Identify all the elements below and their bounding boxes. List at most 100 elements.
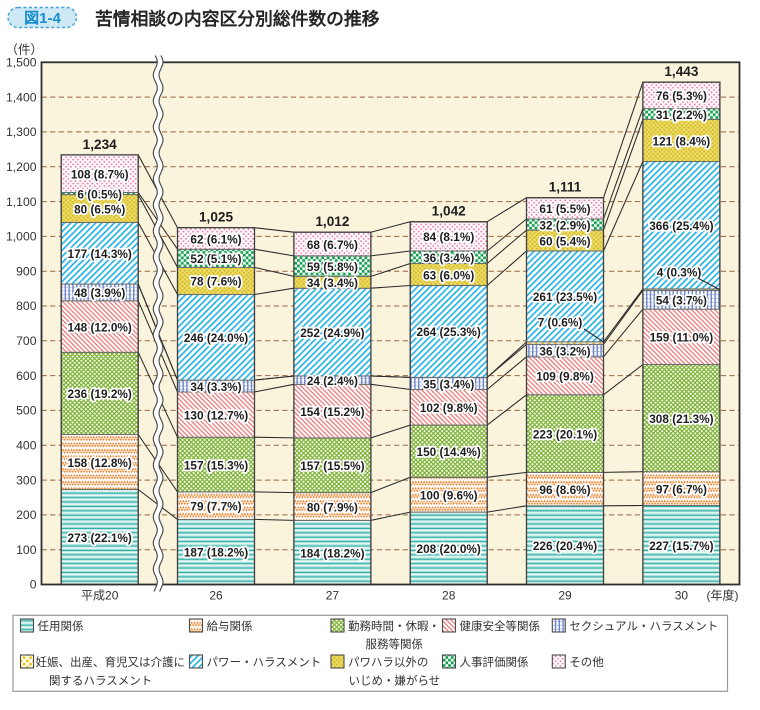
svg-text:任用関係: 任用関係: [38, 620, 84, 633]
svg-text:52 (5.1%): 52 (5.1%): [190, 252, 241, 266]
svg-text:36 (3.2%): 36 (3.2%): [539, 344, 590, 358]
svg-text:80 (6.5%): 80 (6.5%): [74, 202, 125, 216]
svg-text:400: 400: [16, 438, 37, 452]
svg-text:154 (15.2%): 154 (15.2%): [300, 405, 364, 419]
svg-text:6 (0.5%): 6 (0.5%): [77, 187, 122, 201]
svg-text:62 (6.1%): 62 (6.1%): [190, 232, 241, 246]
svg-text:31 (2.2%): 31 (2.2%): [656, 108, 707, 122]
svg-text:24 (2.4%): 24 (2.4%): [307, 374, 358, 388]
svg-text:80 (7.9%): 80 (7.9%): [307, 500, 358, 514]
svg-text:1,111: 1,111: [549, 180, 582, 195]
svg-text:78 (7.6%): 78 (7.6%): [190, 275, 241, 289]
svg-text:30: 30: [675, 589, 689, 603]
svg-text:200: 200: [16, 508, 37, 522]
svg-text:34 (3.4%): 34 (3.4%): [307, 276, 358, 290]
svg-text:223 (20.1%): 223 (20.1%): [533, 427, 597, 441]
svg-text:1,012: 1,012: [315, 214, 349, 229]
svg-text:84 (8.1%): 84 (8.1%): [423, 230, 474, 244]
svg-text:1,443: 1,443: [664, 64, 698, 79]
svg-text:1,400: 1,400: [6, 90, 37, 104]
svg-text:600: 600: [16, 369, 37, 383]
svg-text:34 (3.3%): 34 (3.3%): [190, 380, 241, 394]
svg-text:54 (3.7%): 54 (3.7%): [656, 294, 707, 308]
svg-text:96 (8.6%): 96 (8.6%): [539, 483, 590, 497]
svg-text:1,000: 1,000: [6, 230, 37, 244]
svg-text:4 (0.3%): 4 (0.3%): [657, 266, 702, 280]
svg-text:平成20: 平成20: [81, 589, 119, 603]
svg-text:79 (7.7%): 79 (7.7%): [190, 499, 241, 513]
svg-text:157 (15.5%): 157 (15.5%): [300, 459, 364, 473]
svg-text:100: 100: [16, 543, 37, 557]
svg-text:給与関係: 給与関係: [207, 619, 253, 633]
svg-text:勤務時間・休暇・: 勤務時間・休暇・: [348, 619, 440, 633]
svg-text:63 (6.0%): 63 (6.0%): [423, 268, 474, 282]
svg-text:その他: その他: [569, 656, 604, 669]
svg-text:246 (24.0%): 246 (24.0%): [184, 331, 248, 345]
svg-text:264 (25.3%): 264 (25.3%): [417, 325, 481, 339]
svg-text:150 (14.4%): 150 (14.4%): [417, 445, 481, 459]
svg-text:26: 26: [209, 589, 223, 603]
svg-text:1,300: 1,300: [6, 125, 37, 139]
svg-text:148 (12.0%): 148 (12.0%): [68, 320, 132, 334]
svg-text:158 (12.8%): 158 (12.8%): [68, 456, 132, 470]
svg-text:300: 300: [16, 473, 37, 487]
svg-text:29: 29: [558, 589, 572, 603]
svg-text:(年度): (年度): [707, 588, 739, 603]
svg-text:1,500: 1,500: [6, 56, 37, 70]
svg-text:関するハラスメント: 関するハラスメント: [49, 675, 152, 688]
svg-text:健康安全等関係: 健康安全等関係: [460, 619, 541, 633]
svg-text:1,100: 1,100: [6, 195, 37, 209]
svg-text:366 (25.4%): 366 (25.4%): [649, 219, 713, 233]
svg-text:184 (18.2%): 184 (18.2%): [300, 546, 364, 560]
svg-text:7 (0.6%): 7 (0.6%): [538, 316, 583, 330]
svg-text:700: 700: [16, 334, 37, 348]
svg-text:59 (5.8%): 59 (5.8%): [307, 260, 358, 274]
svg-text:服務等関係: 服務等関係: [366, 637, 424, 651]
svg-text:61 (5.5%): 61 (5.5%): [539, 202, 590, 216]
svg-text:500: 500: [16, 404, 37, 418]
svg-text:236 (19.2%): 236 (19.2%): [68, 387, 132, 401]
svg-text:32 (2.9%): 32 (2.9%): [539, 218, 590, 232]
svg-text:252 (24.9%): 252 (24.9%): [300, 326, 364, 340]
svg-text:76 (5.3%): 76 (5.3%): [656, 89, 707, 103]
svg-text:208 (20.0%): 208 (20.0%): [417, 542, 481, 556]
svg-text:28: 28: [442, 589, 456, 603]
svg-text:177 (14.3%): 177 (14.3%): [68, 247, 132, 261]
svg-text:308 (21.3%): 308 (21.3%): [649, 412, 713, 426]
svg-text:108 (8.7%): 108 (8.7%): [71, 168, 129, 182]
svg-text:1,025: 1,025: [199, 210, 233, 225]
svg-text:1,234: 1,234: [83, 137, 117, 152]
svg-text:187 (18.2%): 187 (18.2%): [184, 546, 248, 560]
svg-text:130 (12.7%): 130 (12.7%): [184, 408, 248, 422]
svg-text:セクシュアル・ハラスメント: セクシュアル・ハラスメント: [569, 620, 718, 633]
svg-text:いじめ・嫌がらせ: いじめ・嫌がらせ: [349, 674, 441, 688]
svg-text:図1-4: 図1-4: [24, 10, 61, 27]
svg-text:100 (9.6%): 100 (9.6%): [420, 489, 478, 503]
svg-text:226 (20.4%): 226 (20.4%): [533, 539, 597, 553]
svg-text:157 (15.3%): 157 (15.3%): [184, 458, 248, 472]
svg-text:102 (9.8%): 102 (9.8%): [420, 401, 478, 415]
svg-text:261 (23.5%): 261 (23.5%): [533, 290, 597, 304]
svg-text:900: 900: [16, 264, 37, 278]
svg-text:苦情相談の内容区分別総件数の推移: 苦情相談の内容区分別総件数の推移: [95, 8, 380, 29]
svg-text:273 (22.1%): 273 (22.1%): [68, 531, 132, 545]
svg-text:109 (9.8%): 109 (9.8%): [536, 370, 594, 384]
svg-text:人事評価関係: 人事評価関係: [460, 655, 529, 669]
svg-text:97 (6.7%): 97 (6.7%): [656, 482, 707, 496]
svg-text:（件）: （件）: [6, 43, 44, 57]
svg-text:妊娠、出産、育児又は介護に: 妊娠、出産、育児又は介護に: [36, 655, 186, 669]
svg-text:68 (6.7%): 68 (6.7%): [307, 238, 358, 252]
svg-text:パワハラ以外の: パワハラ以外の: [348, 656, 428, 669]
svg-text:35 (3.4%): 35 (3.4%): [423, 377, 474, 391]
svg-text:227 (15.7%): 227 (15.7%): [649, 539, 713, 553]
svg-text:27: 27: [326, 589, 340, 603]
svg-text:159 (11.0%): 159 (11.0%): [650, 331, 714, 345]
svg-text:1,042: 1,042: [432, 204, 466, 219]
svg-text:36 (3.4%): 36 (3.4%): [423, 251, 474, 265]
svg-text:パワー・ハラスメント: パワー・ハラスメント: [207, 656, 322, 669]
svg-text:800: 800: [16, 299, 37, 313]
svg-text:1,200: 1,200: [6, 160, 37, 174]
svg-text:60 (5.4%): 60 (5.4%): [539, 234, 590, 248]
svg-text:0: 0: [30, 578, 37, 592]
svg-text:48 (3.9%): 48 (3.9%): [74, 286, 125, 300]
